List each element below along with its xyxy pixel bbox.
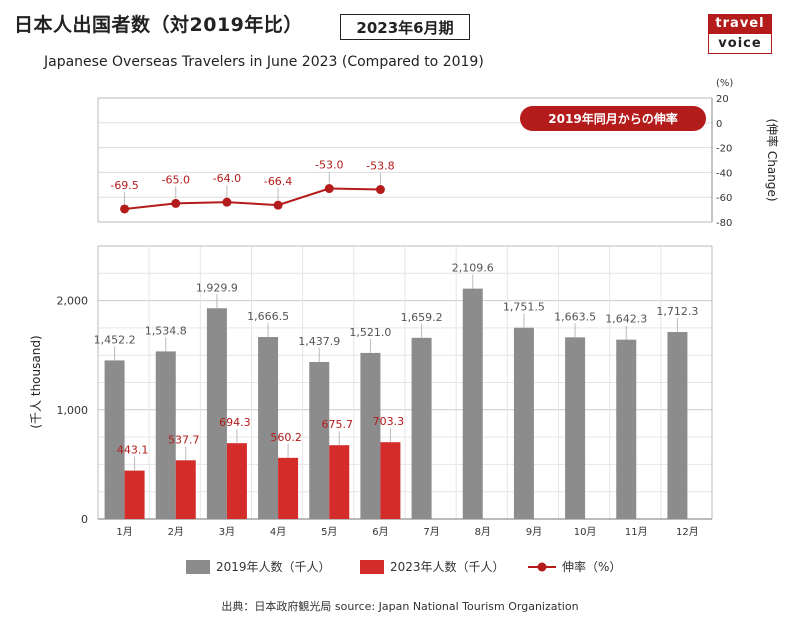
- legend-label-2023: 2023年人数（千人）: [390, 559, 505, 574]
- bar-2019-data-label: 1,642.3: [605, 313, 647, 326]
- change-data-label: -65.0: [162, 173, 190, 186]
- bar-2019-data-label: 1,437.9: [298, 335, 340, 348]
- logo-line-2: voice: [718, 36, 762, 51]
- line-y-tick-label: 20: [716, 94, 729, 105]
- change-point: [273, 200, 283, 210]
- bar-2019-data-label: 1,534.8: [145, 324, 187, 337]
- legend-label-2019: 2019年人数（千人）: [216, 559, 331, 574]
- line-y-tick-label: -20: [716, 144, 732, 155]
- bar-2023-data-label: 537.7: [168, 433, 200, 446]
- line-y-tick-label: -60: [716, 193, 732, 204]
- line-unit-label: (%): [716, 78, 733, 89]
- bar-2019: [513, 327, 534, 519]
- bar-2019-data-label: 1,659.2: [401, 311, 443, 324]
- bar-2019-data-label: 1,929.9: [196, 281, 238, 294]
- line-y-tick-label: -80: [716, 218, 732, 229]
- x-tick-label: 10月: [574, 526, 597, 538]
- source-note: 出典：日本政府観光局 source: Japan National Touris…: [221, 600, 579, 613]
- legend-marker-change: [537, 562, 547, 572]
- bar-2023: [124, 470, 145, 519]
- bar-y-tick-label: 1,000: [57, 404, 89, 417]
- x-tick-label: 3月: [219, 526, 235, 538]
- legend-label-change: 伸率（%）: [562, 559, 621, 574]
- bar-2023-data-label: 703.3: [373, 415, 405, 428]
- x-tick-label: 7月: [423, 526, 439, 538]
- bar-2019: [309, 361, 330, 519]
- bar-2023-data-label: 694.3: [219, 416, 251, 429]
- bar-2019-data-label: 1,666.5: [247, 310, 289, 323]
- bar-2023: [380, 442, 401, 519]
- bar-2019-data-label: 1,663.5: [554, 310, 596, 323]
- change-data-label: -53.8: [366, 160, 394, 173]
- bar-2019: [411, 337, 432, 519]
- legend-swatch-2019: [186, 560, 210, 574]
- change-data-label: -53.0: [315, 159, 343, 172]
- bar-2019: [616, 339, 637, 519]
- bar-2019: [565, 337, 586, 519]
- change-data-label: -64.0: [213, 172, 241, 185]
- page-title: 日本人出国者数（対2019年比）: [14, 14, 303, 36]
- line-y-tick-label: -40: [716, 168, 732, 179]
- bar-2019-data-label: 1,452.2: [94, 333, 136, 346]
- bar-2019: [104, 360, 125, 519]
- x-tick-label: 1月: [116, 526, 132, 538]
- x-tick-label: 9月: [526, 526, 542, 538]
- bar-y-tick-label: 2,000: [57, 295, 89, 308]
- bar-y-axis-label: (千人 thousand): [29, 335, 43, 428]
- chart-subtitle: Japanese Overseas Travelers in June 2023…: [44, 54, 484, 70]
- change-point: [375, 185, 385, 195]
- bar-2023-data-label: 560.2: [270, 431, 302, 444]
- line-y-tick-label: 0: [716, 119, 722, 130]
- x-tick-label: 11月: [625, 526, 648, 538]
- bar-2023-data-label: 443.1: [117, 444, 149, 457]
- x-tick-label: 12月: [676, 526, 699, 538]
- travel-voice-logo: travel voice: [708, 14, 772, 54]
- change-point: [222, 197, 232, 207]
- change-point: [120, 204, 130, 214]
- change-badge: [520, 106, 706, 131]
- x-tick-label: 6月: [372, 526, 388, 538]
- bar-2019-data-label: 1,751.5: [503, 301, 545, 314]
- bar-2023: [226, 443, 247, 519]
- change-series-line: [124, 187, 381, 210]
- change-point: [324, 184, 334, 194]
- bar-2019-data-label: 1,712.3: [656, 305, 698, 318]
- bar-2019: [206, 308, 227, 519]
- period-box: 2023年6月期: [340, 14, 470, 40]
- x-tick-label: 5月: [321, 526, 337, 538]
- bar-y-tick-label: 0: [81, 513, 88, 526]
- x-tick-label: 8月: [475, 526, 491, 538]
- bar-2023: [329, 445, 350, 519]
- change-point: [171, 198, 181, 208]
- bar-2023: [278, 457, 299, 519]
- bar-2019: [258, 337, 279, 519]
- logo-line-1: travel: [709, 15, 771, 34]
- x-tick-label: 2月: [168, 526, 184, 538]
- change-data-label: -69.5: [110, 179, 138, 192]
- line-y-axis-label: (伸率 Change): [765, 118, 780, 201]
- bar-2019: [462, 288, 483, 519]
- bar-2019: [155, 351, 176, 519]
- bar-2023-data-label: 675.7: [322, 418, 354, 431]
- bar-2019: [667, 332, 688, 519]
- x-tick-label: 4月: [270, 526, 286, 538]
- bar-2019-data-label: 1,521.0: [349, 326, 391, 339]
- change-data-label: -66.4: [264, 175, 292, 188]
- bar-2019-data-label: 2,109.6: [452, 262, 494, 275]
- legend-swatch-2023: [360, 560, 384, 574]
- bar-2023: [175, 460, 196, 519]
- change-badge-label: 2019年同月からの伸率: [548, 111, 677, 126]
- bar-2019: [360, 352, 381, 519]
